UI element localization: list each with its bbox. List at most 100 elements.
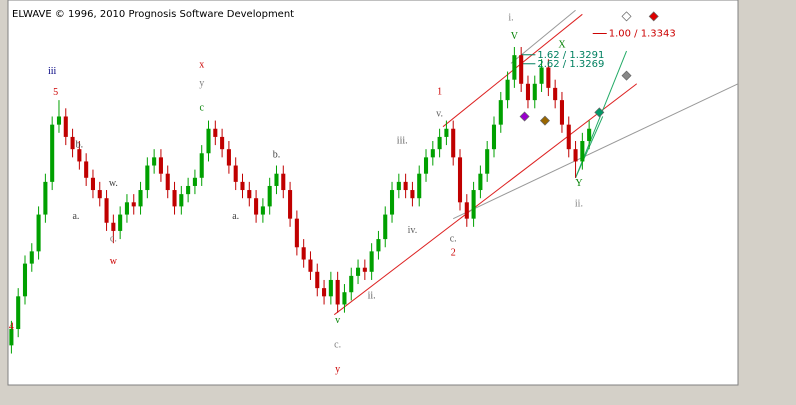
marker	[539, 115, 550, 126]
wave-label: c.	[110, 233, 117, 244]
candle-body	[335, 279, 340, 305]
candle-body	[199, 153, 204, 178]
candle-body	[457, 157, 463, 203]
candle-body	[56, 116, 62, 125]
candle-body	[145, 165, 150, 191]
wave-label: w.	[109, 178, 118, 189]
candle-body	[172, 190, 177, 207]
candle-body	[485, 149, 490, 174]
candle-body	[356, 267, 361, 276]
candle-body	[213, 128, 218, 137]
candle-body	[294, 218, 299, 248]
candle-body	[383, 214, 388, 240]
candle-body	[111, 222, 116, 231]
candle-body	[512, 55, 517, 80]
candle-body	[63, 116, 68, 137]
candle-body	[464, 202, 469, 219]
candle-body	[131, 202, 136, 207]
candle-body	[260, 206, 265, 215]
candle-body	[410, 190, 415, 199]
candle-body	[233, 165, 238, 182]
wave-label: c.	[450, 233, 457, 244]
candle-body	[532, 83, 537, 101]
wave-label: 5	[53, 87, 58, 98]
candle-body	[423, 157, 429, 174]
candle-body	[22, 263, 28, 297]
level-label: 1.62 / 1.3291	[537, 50, 604, 61]
wave-label: i.	[508, 13, 513, 24]
candle-body	[16, 296, 21, 330]
wave-label: V	[511, 31, 519, 42]
wave-label: w	[110, 256, 118, 267]
candle-body	[138, 190, 143, 207]
candle-body	[29, 251, 34, 264]
wave-label: x	[199, 60, 204, 71]
candle-body	[396, 181, 401, 191]
candle-body	[179, 194, 184, 207]
candle-body	[50, 124, 55, 182]
candle-body	[437, 136, 442, 150]
marker	[621, 70, 632, 81]
candle-body	[342, 292, 347, 305]
wave-label: X	[558, 39, 566, 50]
candle-body	[478, 173, 483, 191]
wave-label: 2	[451, 248, 456, 259]
candle-body	[43, 181, 48, 215]
candle-body	[369, 251, 374, 272]
candle-body	[403, 181, 408, 191]
candle-body	[566, 124, 571, 150]
candle-body	[525, 83, 531, 101]
candle-body	[77, 149, 82, 162]
candle-body	[553, 87, 558, 101]
wave-label: ii.	[575, 199, 583, 210]
candle-body	[546, 67, 551, 88]
candle-body	[587, 128, 592, 142]
wave-label: Y	[575, 178, 582, 189]
candle-body	[36, 214, 41, 252]
level-label: 1.00 / 1.3343	[609, 29, 676, 40]
wave-label: b.	[273, 150, 281, 161]
candle-body	[152, 157, 157, 166]
candle-body	[308, 259, 313, 272]
wave-label: ii.	[368, 291, 376, 302]
wave-label: y	[335, 364, 340, 375]
wave-label: c.	[334, 340, 341, 351]
candle-body	[471, 190, 476, 219]
candle-body	[220, 136, 225, 150]
candle-body	[254, 198, 259, 215]
candle-body	[240, 181, 245, 191]
candle-body	[70, 136, 75, 150]
candle-body	[362, 267, 367, 272]
trend-line	[333, 83, 638, 316]
wave-label: iii.	[397, 135, 408, 146]
candle-body	[118, 214, 123, 231]
marker	[648, 11, 659, 22]
candle-body	[281, 173, 286, 191]
candle-body	[491, 124, 497, 150]
wave-label: c	[199, 103, 204, 114]
candle-body	[274, 173, 279, 186]
wave-label: 1	[437, 86, 442, 97]
plot-area	[7, 0, 739, 386]
candle-body	[559, 100, 564, 125]
candle-body	[322, 288, 327, 297]
candles	[9, 47, 592, 354]
candle-body	[430, 149, 435, 158]
candle-body	[84, 161, 89, 178]
candle-body	[9, 329, 14, 346]
candle-body	[539, 67, 544, 84]
wave-label: v.	[436, 109, 443, 120]
candle-body	[301, 247, 306, 260]
candle-body	[580, 141, 585, 162]
candle-body	[498, 100, 503, 125]
candle-body	[124, 202, 129, 215]
candle-body	[267, 185, 272, 207]
candle-body	[165, 173, 170, 191]
wave-label: a.	[72, 211, 79, 222]
candle-body	[389, 190, 395, 215]
candle-body	[104, 198, 109, 223]
candle-body	[349, 275, 354, 293]
candle-body	[519, 55, 524, 84]
wave-label: b.	[76, 139, 84, 150]
